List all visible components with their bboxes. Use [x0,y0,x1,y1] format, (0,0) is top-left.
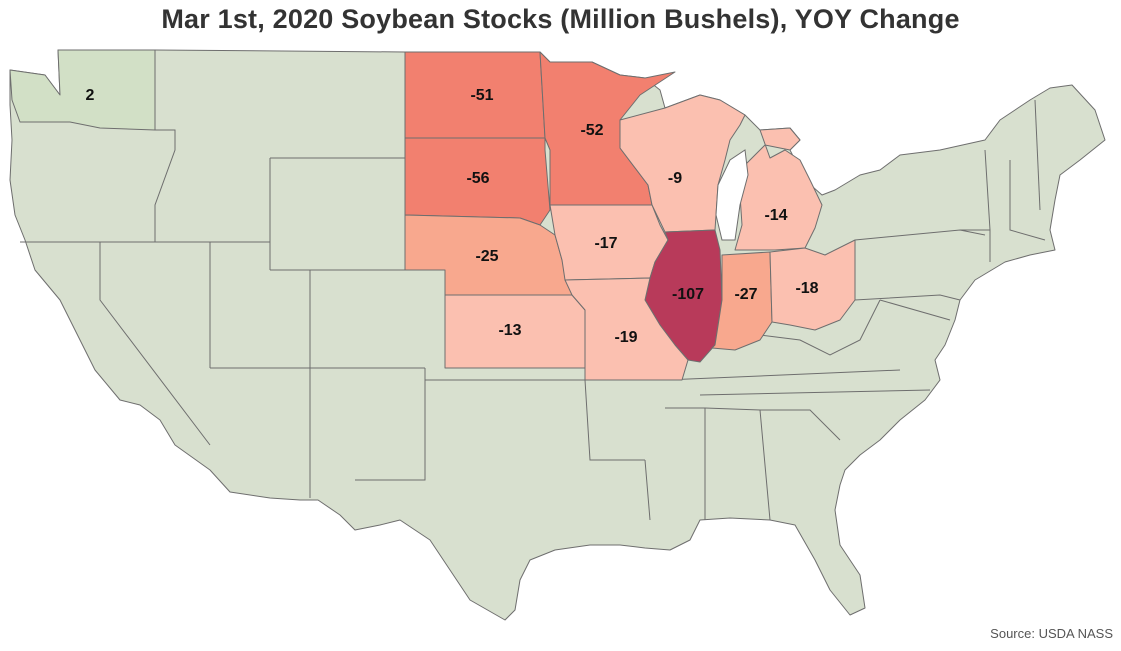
state-michigan[interactable] [734,127,823,251]
label-washington: 2 [86,87,95,104]
label-minnesota: -52 [580,122,603,139]
label-north-dakota: -51 [470,87,493,104]
state-ohio[interactable] [769,239,856,331]
state-washington[interactable] [9,49,156,131]
label-iowa: -17 [594,235,617,252]
source-note: Source: USDA NASS [990,626,1113,641]
label-indiana: -27 [734,286,757,303]
label-illinois: -107 [672,286,704,303]
label-south-dakota: -56 [466,170,489,187]
lake-michigan [715,149,749,241]
label-nebraska: -25 [475,248,498,265]
state-borders [20,50,1046,521]
label-michigan: -14 [764,207,787,224]
label-kansas: -13 [498,322,521,339]
label-wisconsin: -9 [668,170,682,187]
label-missouri: -19 [614,329,637,346]
value-labels: 2 -51 -52 -56 -9 -14 -25 -17 -107 -27 -1… [86,87,819,346]
state-wisconsin[interactable] [619,94,746,233]
map-title: Mar 1st, 2020 Soybean Stocks (Million Bu… [161,4,960,34]
label-ohio: -18 [795,280,818,297]
state-missouri[interactable] [564,277,689,381]
